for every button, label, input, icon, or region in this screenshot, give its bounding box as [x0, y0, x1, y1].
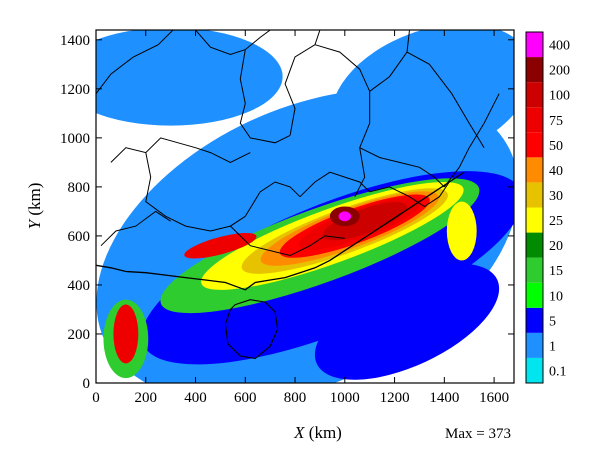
colorbar-swatch	[526, 257, 543, 283]
x-tick-label: 1200	[380, 390, 410, 406]
province-boundary-12	[230, 225, 345, 257]
colorbar-label: 25	[549, 214, 563, 229]
precipitation-field	[96, 30, 514, 383]
coastline	[96, 171, 465, 291]
province-boundary-13	[299, 171, 371, 198]
province-boundary-6	[369, 30, 410, 92]
x-tick-label: 1400	[429, 390, 459, 406]
province-boundary-8	[110, 137, 251, 163]
plot-frame	[95, 29, 515, 384]
rain-band-15	[184, 232, 257, 259]
province-boundary-2	[195, 30, 271, 56]
colorbar-swatch	[526, 82, 543, 108]
colorbar-swatch	[526, 332, 543, 358]
colorbar-label: 40	[549, 164, 563, 179]
x-tick-label: 0	[92, 390, 100, 406]
rain-band-16	[322, 202, 408, 241]
province-boundary-4	[284, 30, 321, 136]
rain-band-18	[338, 211, 352, 222]
colorbar-label: 50	[549, 139, 563, 154]
x-tick-label: 200	[135, 390, 158, 406]
province-boundary-5	[314, 44, 371, 197]
province-boundary-11	[244, 181, 301, 217]
province-boundary-9	[145, 152, 246, 232]
colorbar-label: 0.1	[549, 364, 567, 379]
x-axis-label: X (km)	[293, 423, 342, 442]
y-tick-label: 0	[83, 376, 91, 392]
colorbar-swatch	[526, 57, 543, 83]
y-tick-label: 400	[68, 278, 91, 294]
rain-band-14	[113, 304, 139, 364]
colorbar-swatch	[526, 307, 543, 333]
province-boundary-15	[359, 147, 445, 188]
y-axis-label: Y (km)	[25, 183, 44, 230]
province-boundary-7	[406, 51, 485, 148]
province-boundary-14	[369, 181, 450, 208]
colorbar-label: 200	[549, 64, 570, 79]
rain-band-2	[96, 30, 283, 126]
x-tick-label: 1000	[330, 390, 360, 406]
colorbar-label: 15	[549, 264, 563, 279]
colorbar-swatch	[526, 207, 543, 233]
colorbar-label: 20	[549, 239, 563, 254]
colorbar-swatch	[526, 107, 543, 133]
colorbar-label: 100	[549, 89, 570, 104]
rain-band-5	[314, 263, 500, 380]
colorbar-label: 10	[549, 289, 563, 304]
colorbar-swatch	[526, 32, 543, 58]
province-boundary-3	[239, 49, 291, 144]
x-tick-label: 600	[234, 390, 257, 406]
colorbar-label: 75	[549, 114, 563, 129]
colorbar-frame	[525, 31, 544, 384]
rain-band-9	[446, 201, 477, 261]
colorbar-label: 5	[549, 314, 556, 329]
colorbar-label: 400	[549, 39, 570, 54]
province-boundary-16	[443, 93, 500, 188]
y-tick-label: 200	[68, 327, 91, 343]
colorbar-swatch	[526, 357, 543, 383]
y-tick-label: 1000	[60, 131, 90, 147]
y-tick-label: 1400	[60, 33, 90, 49]
colorbar-swatch	[526, 182, 543, 208]
hainan-island-outline	[224, 299, 279, 360]
province-boundary-1	[96, 30, 174, 95]
colorbar-swatch	[526, 132, 543, 158]
colorbar-swatch	[526, 232, 543, 258]
colorbar-label: 30	[549, 189, 563, 204]
y-axis: 0 200 400 600 800 1000 1200 1400	[60, 33, 514, 392]
province-boundary-10	[100, 210, 171, 247]
rain-band-3	[331, 30, 514, 164]
y-tick-label: 1200	[60, 82, 90, 98]
y-tick-label: 800	[68, 180, 91, 196]
x-tick-label: 400	[184, 390, 207, 406]
colorbar-swatch	[526, 282, 543, 308]
x-axis: 0 200 400 600 800 1000 1200 1400 1600	[92, 30, 509, 406]
province-boundaries	[96, 30, 500, 360]
x-tick-label: 1600	[479, 390, 509, 406]
x-tick-label: 800	[284, 390, 307, 406]
colorbar-label: 1	[549, 339, 556, 354]
y-tick-label: 600	[68, 229, 91, 245]
colorbar-swatch	[526, 157, 543, 183]
max-value-label: Max = 373	[445, 426, 511, 442]
